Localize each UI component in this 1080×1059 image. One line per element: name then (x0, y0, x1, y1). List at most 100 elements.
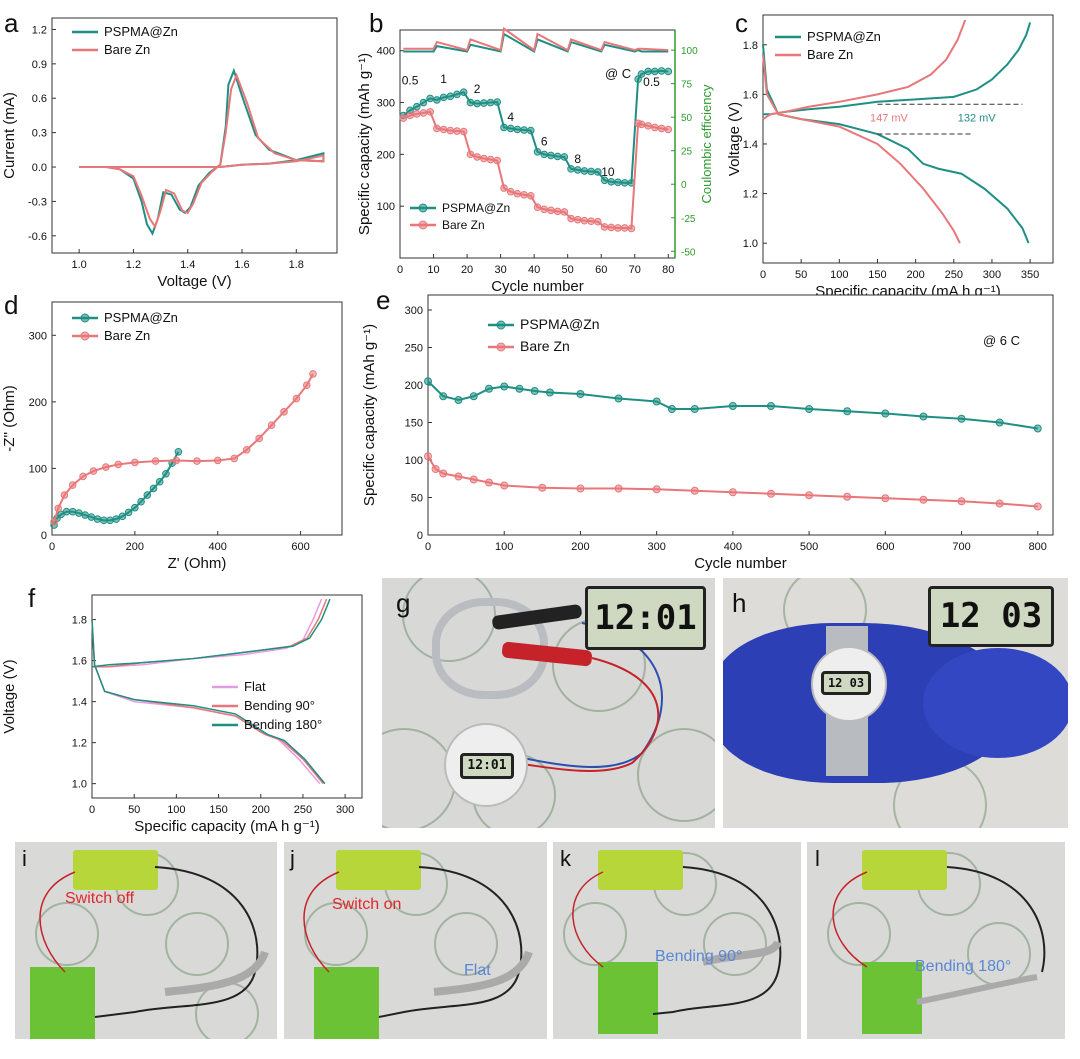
data-point (587, 167, 595, 176)
data-point (62, 507, 71, 516)
data-point (453, 90, 461, 99)
data-point (118, 512, 127, 521)
data-point (506, 187, 515, 196)
data-point (766, 402, 775, 410)
series-line (762, 54, 961, 244)
rate-label: 6 (541, 135, 548, 149)
y-tick-label: 1.0 (72, 779, 87, 791)
legend-label: Flat (244, 679, 266, 694)
legend-label: PSPMA@Zn (104, 24, 178, 39)
data-point (459, 127, 468, 136)
data-point (547, 151, 555, 160)
caption-j: Switch on (332, 896, 402, 913)
x-tick-label: 40 (528, 264, 540, 276)
y-axis-label: Voltage (V) (1, 659, 18, 733)
data-point (1033, 502, 1042, 511)
photo-j: Switch on Flat (284, 842, 547, 1039)
rate-label: 8 (574, 152, 581, 166)
data-point (431, 465, 440, 473)
data-point (533, 147, 542, 156)
led-board (314, 967, 379, 1039)
panel-label-f: f (28, 583, 36, 613)
data-point (484, 384, 493, 393)
switch-board (73, 850, 158, 890)
data-point (124, 508, 133, 517)
y-tick-label: 400 (377, 46, 395, 58)
legend-marker (418, 220, 428, 230)
x-tick-label: 0 (89, 804, 95, 816)
data-point (68, 507, 77, 516)
rate-label: 0.5 (643, 75, 660, 89)
x-tick-label: 400 (209, 541, 227, 553)
data-point (174, 447, 183, 456)
legend-marker (80, 331, 90, 341)
chart-annotation: @ C (605, 66, 631, 81)
x-tick-label: 0 (49, 541, 55, 553)
data-point (513, 189, 522, 198)
x-tick-label: 50 (795, 269, 807, 281)
data-point (553, 152, 562, 161)
panel-label-l: l (815, 846, 820, 871)
data-point (620, 224, 629, 232)
legend-marker (80, 313, 90, 323)
data-point (587, 217, 595, 226)
data-point (267, 421, 276, 429)
data-point (81, 511, 89, 519)
panel-label-j: j (290, 846, 295, 871)
y-axis-label: Voltage (V) (726, 102, 743, 176)
y-tick-label: 1.2 (32, 24, 47, 36)
data-point (843, 407, 852, 416)
y-axis-label: -Z'' (Ohm) (1, 385, 18, 452)
x-tick-label: 20 (461, 264, 473, 276)
lcd-closeup-h: 12 03 (928, 586, 1054, 647)
y-tick-label: 0.6 (32, 93, 47, 105)
data-point (466, 150, 475, 159)
data-point (131, 458, 139, 467)
data-point (439, 469, 448, 478)
series-line (403, 32, 669, 53)
y-tick-label: 1.8 (743, 40, 758, 52)
data-point (93, 515, 102, 523)
x-tick-label: 1.0 (71, 259, 86, 271)
panel-e: 0 100 200 300 400 500 600 700 800 0 50 100 150 200 250… (360, 285, 1080, 575)
data-point (560, 153, 569, 161)
data-point (637, 70, 646, 78)
y-tick-label: 1.8 (72, 615, 87, 627)
data-point (567, 214, 575, 223)
x-tick-label: 350 (1021, 269, 1039, 281)
photo-l: Bending 180° (807, 842, 1065, 1039)
data-point (576, 484, 585, 493)
data-point (412, 102, 421, 111)
data-point (594, 217, 602, 226)
legend-marker (496, 320, 506, 330)
data-point (280, 408, 288, 416)
data-point (412, 110, 421, 118)
data-point (553, 207, 562, 216)
legend-label: Bare Zn (520, 338, 570, 354)
data-point (102, 463, 110, 471)
x-tick-label: 150 (209, 804, 227, 816)
plot-frame (51, 17, 338, 254)
data-point (957, 497, 966, 506)
y2-tick-label: -25 (681, 214, 696, 225)
y2-tick-label: -50 (681, 247, 696, 258)
y-tick-label: 150 (405, 418, 423, 430)
y-tick-label: 1.2 (72, 738, 87, 750)
watermark (165, 912, 229, 976)
watch-g-lcd: 12:01 (460, 753, 514, 779)
data-point (533, 203, 542, 212)
x-tick-label: 0 (425, 541, 431, 553)
data-point (652, 485, 661, 494)
panel-label-e: e (376, 285, 391, 315)
panel-c: 0 50 100 150 200 250 300 350 1.0 1.2 1.4 1.6 1.8 Spec… (725, 0, 1080, 300)
data-point (255, 434, 263, 443)
data-point (469, 392, 478, 401)
y2-tick-label: 75 (681, 80, 693, 91)
y-tick-label: 300 (29, 330, 47, 342)
circuit-wires (832, 866, 1046, 1005)
data-point (567, 165, 575, 173)
chart-d: 0 200 400 600 0 100 200 300 Z' (Ohm) -Z'' (Ohm) PS… (1, 301, 343, 572)
data-point (99, 516, 108, 525)
y-tick-label: 0 (41, 530, 47, 542)
data-point (805, 405, 814, 413)
